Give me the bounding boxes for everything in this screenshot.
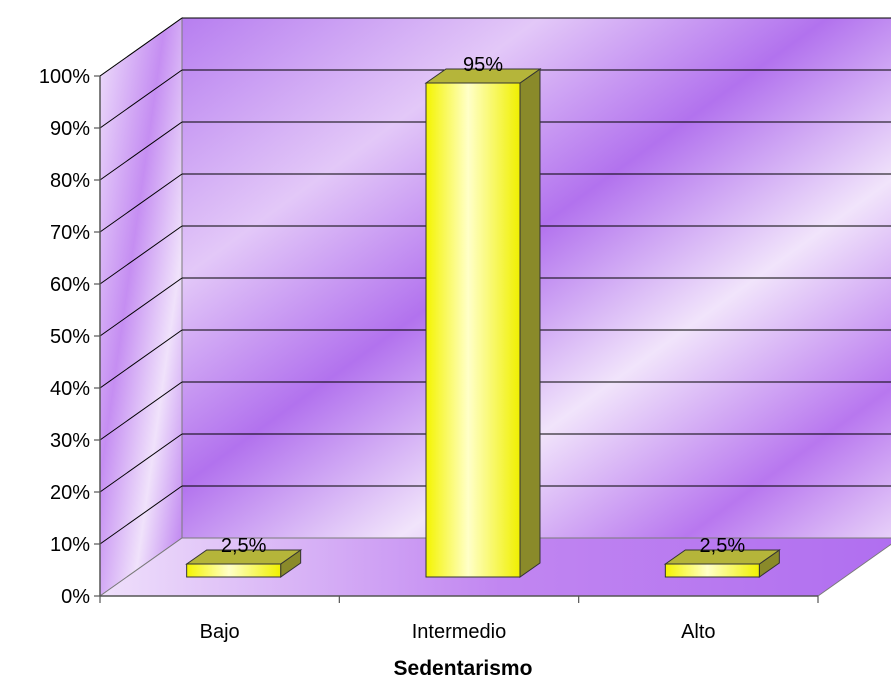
category-label-intermedio: Intermedio (412, 621, 507, 643)
y-tick-label: 80% (50, 170, 90, 192)
bar-side (519, 68, 541, 578)
category-label-bajo: Bajo (200, 621, 240, 643)
bar-alto (663, 549, 781, 578)
bar-front (186, 563, 282, 578)
gridline-side (99, 485, 183, 545)
y-tick-label: 30% (50, 430, 90, 452)
data-label-alto: 2,5% (700, 535, 746, 557)
data-label-intermedio: 95% (463, 54, 503, 76)
axes (94, 75, 819, 603)
gridline-side (99, 173, 183, 233)
bar-front (425, 82, 521, 578)
gridlines (99, 17, 891, 545)
gridline-side (99, 381, 183, 441)
gridline-side (99, 225, 183, 285)
y-tick-label: 100% (39, 66, 90, 88)
data-label-bajo: 2,5% (221, 535, 267, 557)
y-tick-label: 50% (50, 326, 90, 348)
y-tick-label: 0% (61, 586, 90, 608)
gridline-side (99, 121, 183, 181)
category-labels: Bajo Intermedio Alto (200, 621, 716, 643)
gridline-side (99, 17, 183, 77)
y-tick-label: 70% (50, 222, 90, 244)
y-tick-labels: 0% 10% 20% 30% 40% 50% 60% 70% 80% 90% 100% (39, 66, 90, 608)
y-tick-label: 20% (50, 482, 90, 504)
y-tick-label: 10% (50, 534, 90, 556)
bar-bajo (185, 549, 303, 578)
y-tick-label: 90% (50, 118, 90, 140)
y-tick-label: 40% (50, 378, 90, 400)
y-tick-label: 60% (50, 274, 90, 296)
gridline-side (99, 433, 183, 493)
bars (185, 68, 781, 578)
gridline-side (99, 277, 183, 337)
bar-front (664, 563, 760, 578)
bar-intermedio (424, 68, 542, 578)
category-label-alto: Alto (681, 621, 715, 643)
gridline-side (99, 69, 183, 129)
gridline-side (99, 329, 183, 389)
x-axis-title: Sedentarismo (394, 657, 533, 680)
data-labels: 2,5% 95% 2,5% (221, 54, 745, 557)
